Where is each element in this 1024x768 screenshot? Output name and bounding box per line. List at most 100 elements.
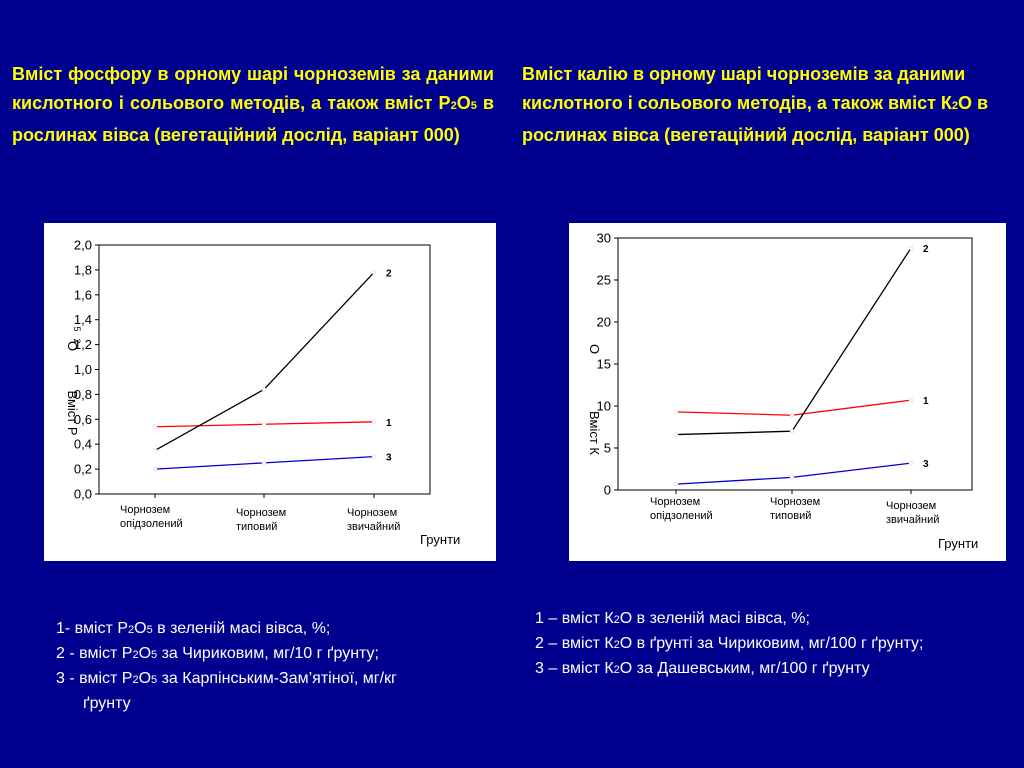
legend-text: О за Дашевським, мг/100 г ґрунту — [619, 660, 870, 677]
y-tick-label: 0 — [604, 483, 611, 498]
y-tick-label: 1,2 — [74, 337, 92, 352]
left-title-sub1: 2 — [450, 100, 457, 112]
legend-text: 3 – вміст К — [535, 660, 614, 677]
left-title-text-a: Вміст фосфору в орному шарі чорноземів з… — [12, 64, 494, 113]
left-chart-title: Вміст фосфору в орному шарі чорноземів з… — [12, 60, 494, 150]
legend-text: в зеленій масі вівса, %; — [152, 620, 331, 637]
left-title-sub2: 5 — [470, 100, 477, 112]
series-point-3 — [789, 475, 795, 480]
legend-sub: 2 — [132, 649, 139, 661]
y-tick-label: 0,0 — [74, 487, 92, 502]
series-label-1: 1 — [386, 418, 392, 429]
y-tick-label: 0,2 — [74, 462, 92, 477]
series-point-2 — [908, 245, 914, 251]
legend-sub: 5 — [151, 649, 158, 661]
x-tick-label: типовий — [236, 521, 277, 533]
y-tick-label: 0,6 — [74, 412, 92, 427]
legend-text: О — [138, 645, 152, 662]
right-title-text-a: Вміст калію в орному шарі чорноземів за … — [522, 64, 966, 113]
series-point-3 — [908, 460, 914, 466]
right-legend-item-1: 1 – вміст К2О в зеленій масі вівса, %; — [535, 607, 995, 632]
y-tick-label: 1,8 — [74, 262, 92, 277]
left-chart-panel: 0,0 0,2 0,4 0,6 0,8 1,0 1,2 1,4 1,6 1,8 2,0 Чорнозе… — [44, 223, 496, 561]
series-point-2 — [371, 270, 377, 275]
plot-frame — [617, 237, 973, 491]
left-legend-item-3: 3 - вміст Р2О5 за Карпінським-Зам’ятіної… — [56, 667, 506, 715]
series-label-1: 1 — [923, 396, 929, 407]
series-line-1 — [675, 399, 912, 416]
x-tick-label: Чорнозем — [770, 496, 820, 508]
series-point-1 — [371, 419, 377, 424]
x-tick-label: звичайний — [886, 514, 939, 526]
series-label-2: 2 — [923, 244, 929, 255]
series-point-2 — [673, 432, 679, 437]
left-legend-item-1: 1- вміст Р2О5 в зеленій масі вівса, %; — [56, 617, 506, 642]
x-tick-label: Чорнозем — [347, 507, 397, 519]
series-point-3 — [673, 481, 679, 487]
y-tick-label: 25 — [597, 273, 611, 288]
y-tick-label: 0,4 — [74, 437, 92, 452]
x-tick-label: опідзолений — [650, 510, 713, 522]
series-point-2 — [261, 387, 267, 392]
y-tick-label: 15 — [597, 357, 611, 372]
right-title-text-b: О в рослинах вівса (вегетаційний дослід,… — [522, 93, 989, 145]
legend-sub: 5 — [146, 624, 153, 636]
legend-text: О — [134, 620, 147, 637]
series-point-3 — [152, 466, 158, 472]
x-tick-label: опідзолений — [120, 518, 183, 530]
series-label-2: 2 — [386, 268, 392, 279]
legend-text: за Карпінським-Зам’ятіної, мг/кг — [157, 670, 397, 687]
legend-text: 1 – вміст К — [535, 610, 614, 627]
y-axis-label-part: O — [587, 344, 602, 354]
x-tick-label: типовий — [770, 510, 811, 522]
right-legend-item-3: 3 – вміст К2О за Дашевським, мг/100 г ґр… — [535, 657, 995, 682]
left-legend-item-2: 2 - вміст Р2О5 за Чириковим, мг/10 г ґру… — [56, 642, 506, 667]
y-tick-label: 1,4 — [74, 312, 92, 327]
x-tick-label: Чорнозем — [236, 507, 286, 519]
plot-frame — [98, 244, 431, 495]
left-title-text-c: в рослинах вівса (вегетаційний дослід, в… — [12, 93, 494, 145]
y-tick-label: 30 — [597, 231, 611, 246]
right-title-sub1: 2 — [951, 100, 959, 112]
legend-text: ґрунту — [83, 695, 131, 712]
legend-sub: 5 — [151, 674, 158, 686]
x-tick-label: Чорнозем — [886, 500, 936, 512]
legend-text: 3 - вміст Р — [56, 670, 133, 687]
series-point-3 — [371, 454, 377, 459]
right-chart-panel: 0 5 10 15 20 25 30 Чорнозем опідзолений Чорнозем т… — [569, 223, 1006, 561]
series-point-1 — [789, 413, 795, 418]
series-point-1 — [261, 422, 267, 427]
y-axis-label-part: O — [65, 341, 80, 351]
y-axis-label-part: 5 — [72, 326, 82, 331]
series-point-1 — [673, 409, 679, 415]
series-label-3: 3 — [386, 453, 392, 464]
series-point-2 — [789, 428, 795, 434]
y-tick-label: 1,6 — [74, 287, 92, 302]
right-legend-item-2: 2 – вміст К2О в ґрунті за Чириковим, мг/… — [535, 632, 995, 657]
x-axis-label: Грунти — [938, 536, 978, 551]
right-chart-title: Вміст калію в орному шарі чорноземів за … — [522, 60, 1002, 150]
x-tick-label: Чорнозем — [650, 496, 700, 508]
y-tick-label: 1,0 — [74, 362, 92, 377]
y-axis-label-part: 2 — [72, 338, 82, 343]
legend-text: 2 - вміст Р — [56, 645, 133, 662]
x-axis-label: Грунти — [420, 532, 460, 547]
legend-sub: 2 — [128, 624, 135, 636]
series-point-1 — [152, 424, 158, 429]
legend-sub: 2 — [613, 639, 620, 651]
y-axis-label: Вміст Р — [65, 390, 80, 435]
legend-sub: 2 — [613, 614, 620, 626]
y-tick-label: 10 — [597, 399, 611, 414]
right-legend: 1 – вміст К2О в зеленій масі вівса, %; 2… — [535, 607, 995, 682]
legend-text: О в зеленій масі вівса, %; — [619, 610, 810, 627]
x-tick-label: Чорнозем — [120, 504, 170, 516]
legend-text: О в ґрунті за Чириковим, мг/100 г ґрунту… — [619, 635, 924, 652]
legend-sub: 2 — [132, 674, 139, 686]
legend-text: О — [138, 670, 152, 687]
legend-sub: 2 — [613, 664, 620, 676]
left-title-text-b: О — [456, 93, 471, 113]
y-tick-label: 0,8 — [74, 387, 92, 402]
series-point-1 — [908, 397, 914, 403]
left-legend: 1- вміст Р2О5 в зеленій масі вівса, %; 2… — [56, 617, 506, 715]
series-label-3: 3 — [923, 459, 929, 470]
